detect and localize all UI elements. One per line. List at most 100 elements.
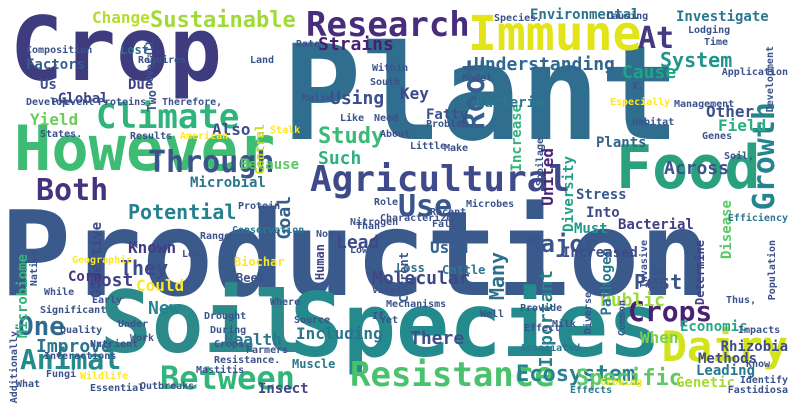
cloud-word: Understanding — [474, 54, 615, 75]
cloud-word: Range — [200, 231, 231, 242]
cloud-word: Within — [372, 63, 409, 74]
cloud-word: Characterize — [380, 213, 453, 224]
cloud-word: Change — [92, 8, 150, 27]
cloud-word: Significant — [40, 305, 107, 316]
cloud-word: Like — [340, 113, 365, 124]
cloud-word: Low — [350, 245, 369, 256]
cloud-word: Potential — [128, 200, 237, 224]
cloud-word: Source — [294, 315, 331, 326]
cloud-word: Population — [767, 240, 778, 301]
cloud-word: Especially — [610, 97, 671, 108]
cloud-word: New — [148, 298, 181, 319]
cloud-word: Management — [674, 99, 735, 110]
cloud-word: Lost — [120, 43, 149, 57]
cloud-word: Interactions — [44, 351, 117, 362]
cloud-word: Well — [480, 309, 505, 320]
cloud-word: Methods — [698, 351, 758, 367]
cloud-word: Plants — [596, 135, 647, 151]
cloud-word: Habitat — [632, 117, 675, 128]
cloud-word: Milk — [552, 319, 577, 330]
cloud-word: Microbes — [466, 199, 515, 210]
cloud-word: Effects — [570, 385, 613, 396]
cloud-word: Microbial — [190, 175, 266, 191]
cloud-word: Investigate — [676, 9, 769, 25]
cloud-word: Many — [485, 252, 509, 301]
cloud-word: Both — [36, 173, 109, 208]
cloud-word: Dairy — [661, 322, 788, 371]
cloud-word: Impacts — [738, 325, 781, 336]
cloud-word: Results — [130, 131, 173, 142]
cloud-word: Ecosystem — [516, 362, 636, 387]
cloud-word: Factors — [26, 57, 86, 73]
cloud-word: Leading — [696, 363, 756, 379]
cloud-word: Associated — [520, 343, 581, 354]
cloud-word: Genes — [702, 131, 733, 142]
cloud-word: Through — [148, 145, 275, 180]
cloud-word: Low — [182, 249, 201, 260]
cloud-word: Native — [29, 250, 40, 287]
cloud-word: Corn — [68, 269, 102, 285]
cloud-word: Work — [130, 333, 155, 344]
cloud-word: Do — [652, 267, 665, 278]
cloud-word: Bacteria — [476, 95, 544, 111]
cloud-word: Land — [250, 55, 275, 66]
cloud-word: Biochar — [234, 255, 285, 269]
cloud-word: Global — [58, 91, 109, 107]
cloud-word: Outbreaks — [140, 381, 195, 392]
cloud-word: Under — [118, 319, 149, 330]
cloud-word: Human — [313, 244, 327, 281]
cloud-word: Protein — [238, 201, 281, 212]
cloud-word: At — [638, 21, 675, 56]
cloud-word: Model — [462, 73, 493, 84]
cloud-word: Known — [128, 238, 177, 257]
cloud-word: Fastidiosa — [727, 385, 788, 396]
cloud-word: Insect — [258, 381, 309, 397]
cloud-word: When — [640, 328, 679, 347]
cloud-word: Make — [444, 143, 469, 154]
cloud-word: Thus, — [726, 295, 757, 306]
cloud-word: Soil — [100, 273, 308, 373]
cloud-word: Such — [318, 148, 362, 169]
cloud-word: Provide — [520, 303, 563, 314]
cloud-word: Most — [90, 270, 134, 291]
cloud-word: Bacterial — [618, 217, 694, 233]
cloud-word: Yet — [380, 315, 399, 326]
cloud-word: Climate — [96, 97, 240, 137]
cloud-word: Production — [0, 185, 711, 323]
cloud-word: Mechanisms — [386, 299, 447, 310]
cloud-word: Improve — [36, 336, 112, 357]
cloud-word: Overall — [145, 40, 156, 83]
cloud-word: During — [210, 325, 247, 336]
cloud-word: Crops. — [214, 339, 251, 350]
cloud-word: Two — [145, 90, 159, 112]
cloud-word: Nitrogen — [350, 217, 399, 228]
cloud-word: X. — [632, 81, 645, 92]
cloud-word: Role — [374, 197, 399, 208]
cloud-word: Soil, — [724, 151, 755, 162]
cloud-word: Food — [616, 133, 761, 203]
cloud-word: Use — [398, 189, 453, 224]
cloud-word: Resistance. — [214, 355, 281, 366]
cloud-word: Increased — [562, 245, 638, 261]
cloud-word: There — [410, 328, 465, 349]
cloud-word: Environmental — [530, 7, 640, 23]
cloud-word: Nutrient — [90, 339, 139, 350]
cloud-word: Develop — [26, 97, 69, 108]
cloud-word: Nox — [316, 229, 335, 240]
cloud-word: Cattle — [442, 263, 486, 277]
cloud-word: Rate — [296, 39, 321, 50]
cloud-word: About — [380, 129, 411, 140]
cloud-word: System — [660, 48, 733, 72]
cloud-word: Immune — [468, 6, 642, 62]
cloud-word: Also — [212, 120, 251, 139]
cloud-word: Beef — [236, 271, 265, 285]
cloud-word: Due — [128, 77, 154, 93]
cloud-word: Could — [136, 276, 185, 295]
cloud-word: Resistance — [350, 355, 555, 395]
cloud-word: Using — [330, 88, 385, 109]
cloud-word: Know — [746, 359, 771, 370]
cloud-word: Drought — [204, 311, 247, 322]
cloud-word: Rhizobia — [720, 339, 788, 355]
cloud-word: Across — [664, 158, 730, 179]
